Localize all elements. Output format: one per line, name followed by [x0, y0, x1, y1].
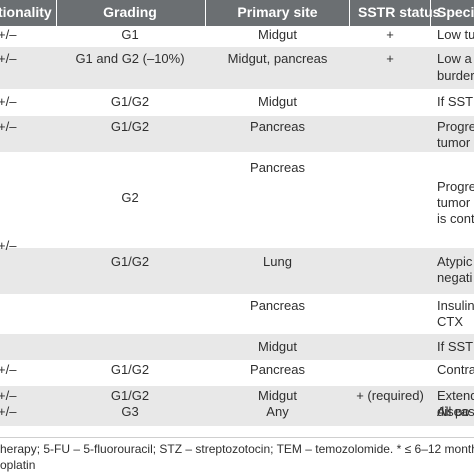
cell-grading: G1/G2 [110, 388, 150, 403]
cell-primary-site: Any [266, 404, 289, 419]
table-row: +/– G1/G2 Lung Atypic negati [0, 238, 474, 294]
cell-sstr-status: + [386, 27, 394, 42]
cell-primary-site: Pancreas [250, 119, 305, 134]
cell-grading: G2 [121, 190, 139, 205]
cell-special: All po [437, 404, 470, 419]
header-separator [349, 0, 350, 26]
header-separator [430, 0, 431, 26]
cell-functionality: +/– [0, 27, 17, 42]
table-row: Pancreas Insulin CTX [0, 294, 474, 334]
table-footnote: herapy; 5-FU – 5-fluorouracil; STZ – str… [0, 437, 474, 475]
table-row: Midgut If SSTR [0, 334, 474, 360]
cell-functionality: +/– [0, 404, 17, 419]
cell-functionality: +/– [0, 119, 17, 134]
header-separator [205, 0, 206, 26]
cell-primary-site: Midgut [257, 94, 298, 109]
cell-special: Low a [437, 51, 472, 66]
cell-grading: G1/G2 [110, 94, 150, 109]
header-grading: Grading [103, 4, 157, 20]
cell-primary-site: Pancreas [250, 362, 305, 377]
header-primary-site: Primary site [237, 4, 318, 20]
header-special: Speci [437, 4, 474, 20]
table-row: G2 Pancreas Progre tumor is cont [0, 152, 474, 248]
cell-special: Extend [437, 388, 474, 403]
cell-special: Low tu [437, 27, 474, 42]
cell-primary-site: Pancreas [250, 160, 305, 175]
cell-primary-site: Midgut [257, 339, 298, 354]
cell-primary-site: Midgut, pancreas [227, 51, 328, 66]
cell-functionality: +/– [0, 51, 17, 66]
table-row: +/– G1/G2 Pancreas Progre tumor [0, 116, 474, 152]
cell-special: Progre [437, 119, 474, 134]
cell-grading: G1 and G2 (–10%) [75, 51, 185, 66]
cell-special-line2: diseas [437, 404, 474, 419]
cell-sstr-status: + [386, 51, 394, 66]
table-row: +/– G1/G2 Midgut + (required) Extend dis… [0, 386, 474, 426]
cell-special: Progre [437, 179, 474, 194]
cell-special-line2: tumor [437, 195, 471, 210]
cell-special: Insulin [437, 298, 474, 313]
cell-functionality: +/– [0, 94, 17, 109]
table-row: +/– G1/G2 Midgut If SSTR [0, 89, 474, 116]
cell-special-line2: burder [437, 68, 474, 83]
cell-grading: G1/G2 [110, 254, 150, 269]
footnote-line2: oplatin [0, 458, 36, 472]
table-row: +/– G1/G2 Pancreas Contra [0, 360, 474, 386]
cell-functionality: +/– [0, 238, 17, 253]
cell-special-line2: negati [437, 270, 473, 285]
cell-primary-site: Pancreas [250, 298, 305, 313]
cell-primary-site: Midgut [257, 388, 298, 403]
cell-special: Contra [437, 362, 474, 377]
table-row: +/– G1 and G2 (–10%) Midgut, pancreas + … [0, 47, 474, 89]
table-row: +/– G3 Any All po [0, 402, 474, 432]
cell-grading: G1 [121, 27, 139, 42]
header-separator [56, 0, 57, 26]
cell-grading: G3 [121, 404, 139, 419]
table-row: +/– G1 Midgut + Low tu [0, 26, 474, 47]
cell-special-line2: CTX [437, 314, 463, 329]
cell-special-line2: tumor [437, 135, 471, 150]
table-header: tionality Grading Primary site SSTR stat… [0, 0, 474, 26]
cell-special: If SSTR [437, 94, 474, 109]
cell-sstr-status: + (required) [356, 388, 424, 403]
cell-primary-site: Lung [263, 254, 292, 269]
cell-primary-site: Midgut [257, 27, 298, 42]
cell-functionality: +/– [0, 362, 17, 377]
cell-special-line3: is cont [437, 211, 474, 226]
footnote-line1: herapy; 5-FU – 5-fluorouracil; STZ – str… [0, 442, 474, 456]
cell-special: Atypic [437, 254, 473, 269]
cell-functionality: +/– [0, 388, 17, 403]
cell-grading: G1/G2 [110, 362, 150, 377]
cell-grading: G1/G2 [110, 119, 150, 134]
header-sstr-status: SSTR status [358, 4, 441, 20]
header-functionality: tionality [0, 4, 52, 20]
cell-special: If SSTR [437, 339, 474, 354]
